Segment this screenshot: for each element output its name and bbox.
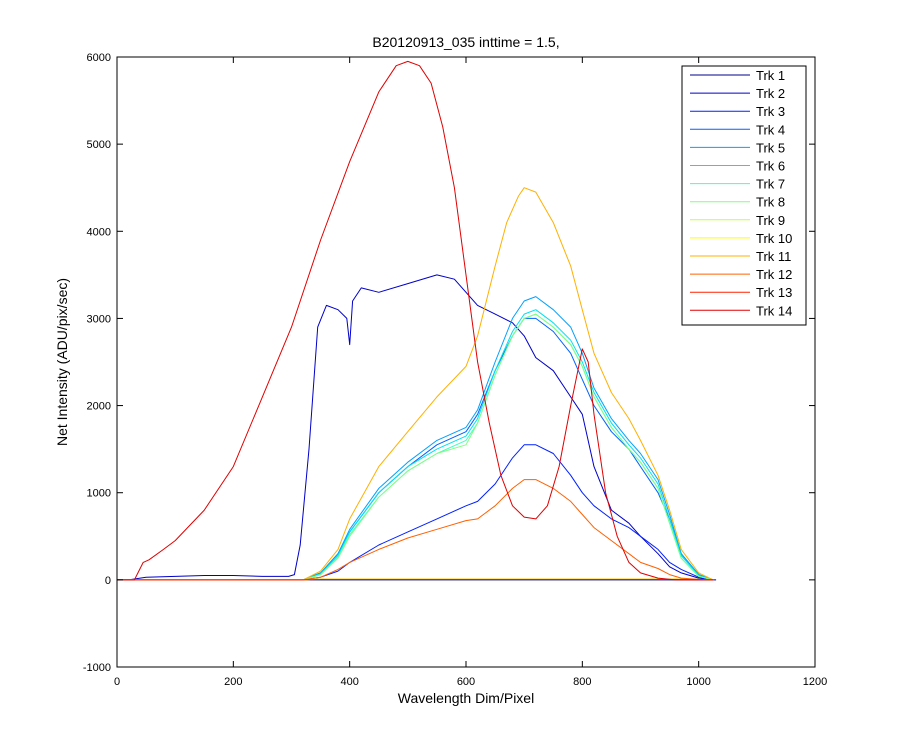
legend-label-trk-4: Trk 4 [756, 122, 785, 137]
legend-label-trk-3: Trk 3 [756, 104, 785, 119]
x-tick-label: 0 [114, 676, 120, 688]
x-tick-label: 200 [224, 676, 242, 688]
x-tick-label: 400 [340, 676, 358, 688]
series-line-trk-5 [117, 296, 714, 581]
chart-title: B20120913_035 inttime = 1.5, [372, 34, 559, 50]
legend-label-trk-7: Trk 7 [756, 177, 785, 192]
y-tick-label: 6000 [87, 52, 111, 64]
y-tick-label: 0 [105, 575, 111, 587]
tick-layer: 0 200 400 600 800 1000 1200-100001000200030004… [83, 52, 827, 688]
legend: Trk 1 Trk 2 Trk 3 Trk 4 Trk 5 Trk 6 Trk 7 Trk 8… [681, 65, 807, 326]
series-line-trk-13 [117, 578, 714, 581]
legend-label-trk-13: Trk 13 [756, 285, 792, 300]
y-tick-label: 3000 [87, 313, 111, 325]
legend-label-trk-10: Trk 10 [756, 231, 792, 246]
y-tick-label: 1000 [87, 488, 111, 500]
legend-label-trk-14: Trk 14 [756, 303, 792, 318]
series-line-trk-11 [117, 187, 714, 581]
legend-label-trk-12: Trk 12 [756, 267, 792, 282]
y-tick-label: 4000 [87, 226, 111, 238]
legend-label-trk-8: Trk 8 [756, 195, 785, 210]
x-tick-label: 1200 [803, 676, 827, 688]
legend-label-trk-1: Trk 1 [756, 68, 785, 83]
y-tick-label: -1000 [83, 662, 111, 674]
series-line-trk-8 [117, 313, 714, 581]
x-tick-label: 800 [573, 676, 591, 688]
y-axis-title: Net Intensity (ADU/pix/sec) [54, 278, 70, 446]
series-line-trk-3 [117, 444, 714, 581]
legend-label-trk-9: Trk 9 [756, 213, 785, 228]
legend-label-trk-6: Trk 6 [756, 159, 785, 174]
x-tick-label: 1000 [686, 676, 710, 688]
series-line-trk-2 [117, 274, 714, 581]
series-line-trk-6 [117, 309, 714, 581]
legend-label-trk-11: Trk 11 [756, 249, 791, 264]
legend-label-trk-5: Trk 5 [756, 140, 785, 155]
legend-box [681, 65, 807, 326]
y-tick-label: 5000 [87, 139, 111, 151]
legend-label-trk-2: Trk 2 [756, 86, 785, 101]
x-axis-title: Wavelength Dim/Pixel [398, 690, 534, 706]
series-line-trk-14 [117, 60, 714, 581]
series-line-trk-12 [117, 479, 714, 581]
y-tick-label: 2000 [87, 401, 111, 413]
series-layer [117, 60, 717, 581]
x-tick-label: 600 [457, 676, 475, 688]
